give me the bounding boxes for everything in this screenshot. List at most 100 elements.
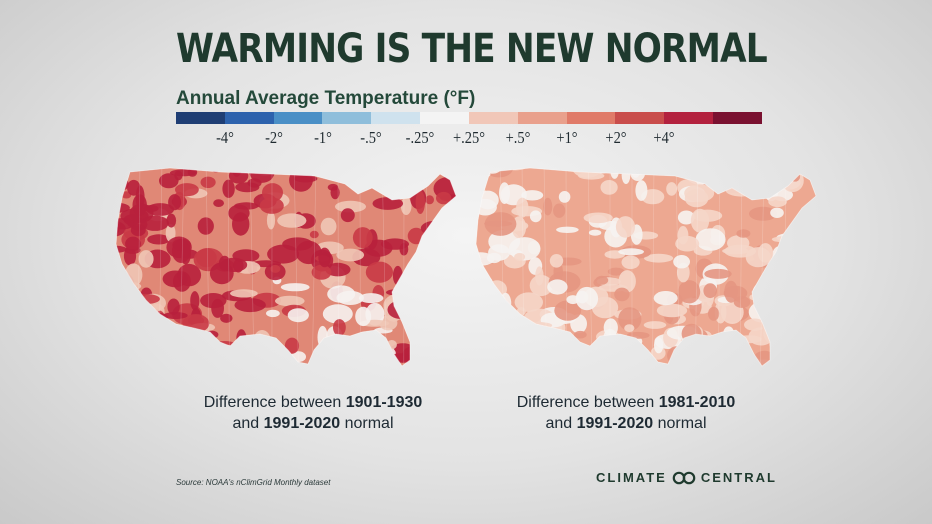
map-region-patch xyxy=(575,286,599,311)
map-region-patch xyxy=(400,197,412,215)
map-region-patch xyxy=(794,316,803,330)
map-region-patch xyxy=(675,235,700,252)
map-region-patch xyxy=(643,321,667,329)
map-region-patch xyxy=(510,351,533,364)
map-region-patch xyxy=(430,282,448,289)
map-region-patch xyxy=(327,285,356,303)
map-region-patch xyxy=(249,168,275,183)
map-region-patch xyxy=(409,262,442,287)
map-region-patch xyxy=(424,248,453,256)
map-region-patch xyxy=(673,255,690,269)
map-region-patch xyxy=(667,346,686,365)
map-region-patch xyxy=(436,244,456,252)
map-region-patch xyxy=(776,169,792,180)
map-region-patch xyxy=(476,169,491,180)
climate-central-brand: CLIMATE CENTRAL xyxy=(596,470,777,485)
map-region-patch xyxy=(439,232,456,252)
map-region-patch xyxy=(772,246,787,265)
map-region-patch xyxy=(553,203,566,218)
map-region-patch xyxy=(796,214,816,238)
map-region-patch xyxy=(653,291,678,306)
legend-swatch-4 xyxy=(371,112,421,124)
map-region-patch xyxy=(757,168,774,179)
map-region-patch xyxy=(684,189,709,208)
map-region-patch xyxy=(610,168,619,179)
state-border-line xyxy=(652,168,655,366)
map-region-patch xyxy=(145,353,159,366)
map-region-patch xyxy=(644,253,674,263)
map-region-patch xyxy=(355,306,372,327)
map-region-patch xyxy=(722,326,735,344)
map-region-patch xyxy=(180,243,191,265)
map-region-patch xyxy=(791,325,806,336)
map-region-patch xyxy=(618,248,644,256)
map-region-patch xyxy=(436,191,452,205)
map-region-patch xyxy=(439,277,449,288)
map-region-patch xyxy=(596,367,626,382)
map-region-patch xyxy=(761,287,779,304)
map-region-patch xyxy=(172,360,196,366)
map-region-patch xyxy=(190,291,200,311)
map-region-patch xyxy=(412,346,430,366)
map-region-patch xyxy=(476,195,479,218)
map-region-patch xyxy=(266,309,280,318)
map-region-patch xyxy=(218,255,231,271)
map-region-patch xyxy=(228,356,247,366)
legend-swatch-5 xyxy=(420,112,469,124)
map-region-patch xyxy=(320,217,337,236)
map-region-patch xyxy=(230,289,258,298)
map-region-patch xyxy=(717,171,744,185)
map-region-patch xyxy=(146,203,175,216)
map-region-patch xyxy=(521,327,547,346)
map-region-patch xyxy=(674,351,702,366)
map-region-patch xyxy=(371,357,388,366)
map-region-patch xyxy=(757,243,774,263)
legend-swatch-10 xyxy=(664,112,714,124)
map-region-patch xyxy=(139,319,164,336)
map-region-patch xyxy=(569,339,581,357)
map-region-patch xyxy=(433,269,456,278)
brand-right: CENTRAL xyxy=(700,470,777,485)
map-region-patch xyxy=(611,350,640,366)
legend-tick-label: -1° xyxy=(313,128,332,147)
map-region-patch xyxy=(497,328,524,345)
map-region-patch xyxy=(213,199,224,207)
map-region-patch xyxy=(183,168,208,170)
map-region-patch xyxy=(809,211,816,234)
map-region-patch xyxy=(802,316,814,338)
map-region-patch xyxy=(267,244,300,264)
map-region-patch xyxy=(200,176,216,188)
map-region-patch xyxy=(176,351,198,366)
map-region-patch xyxy=(787,349,798,362)
map-region-patch xyxy=(116,188,119,197)
map-region-patch xyxy=(743,168,769,190)
map-region-patch xyxy=(521,321,553,329)
map-region-patch xyxy=(600,180,618,195)
map-region-patch xyxy=(210,168,222,173)
us-map-1901-1930 xyxy=(115,167,457,367)
map-region-patch xyxy=(781,299,809,309)
map-region-patch xyxy=(429,255,442,266)
map-region-patch xyxy=(476,266,485,282)
map-region-patch xyxy=(681,323,702,344)
map-region-patch xyxy=(234,298,266,313)
map-region-patch xyxy=(132,194,147,216)
map-region-patch xyxy=(125,236,141,252)
map-region-patch xyxy=(327,183,339,191)
map-region-patch xyxy=(438,335,456,345)
map-region-patch xyxy=(425,332,437,350)
map-region-patch xyxy=(186,342,217,353)
map-region-patch xyxy=(790,172,801,182)
legend-tick-label: -.25° xyxy=(405,128,435,147)
map-region-patch xyxy=(387,300,414,319)
map-region-patch xyxy=(595,275,609,285)
map-region-patch xyxy=(118,284,129,292)
map-region-patch xyxy=(801,227,816,246)
map-region-patch xyxy=(116,307,125,329)
legend-tick-label: +.25° xyxy=(453,128,485,147)
map-region-patch xyxy=(566,295,580,305)
legend-swatch-8 xyxy=(566,112,616,124)
map-region-patch xyxy=(776,276,803,298)
map-region-patch xyxy=(232,212,250,236)
map-region-patch xyxy=(439,211,456,234)
